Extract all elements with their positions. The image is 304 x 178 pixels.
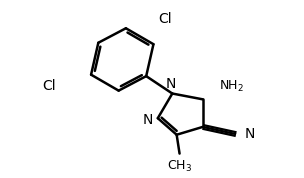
Text: Cl: Cl [158, 12, 172, 26]
Text: NH$_2$: NH$_2$ [219, 79, 244, 94]
Text: N: N [245, 127, 255, 141]
Text: N: N [166, 77, 176, 91]
Text: CH$_3$: CH$_3$ [167, 159, 192, 174]
Text: N: N [142, 113, 153, 127]
Text: Cl: Cl [43, 79, 56, 93]
